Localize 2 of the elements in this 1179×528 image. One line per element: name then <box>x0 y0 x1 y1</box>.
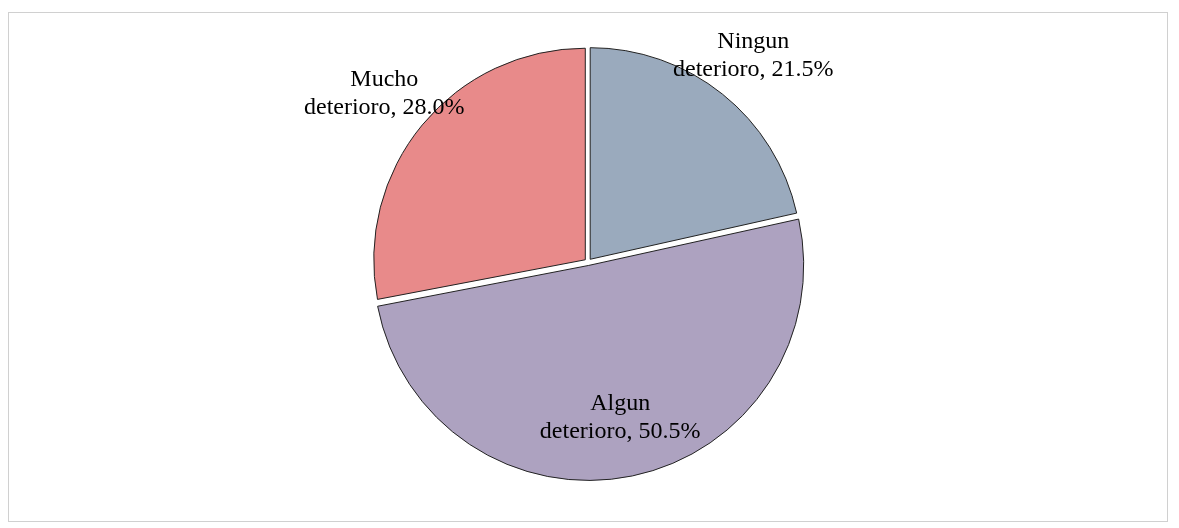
slice-label: Ningun deterioro, 21.5% <box>672 26 834 81</box>
slice-label: Algun deterioro, 50.5% <box>539 388 701 443</box>
